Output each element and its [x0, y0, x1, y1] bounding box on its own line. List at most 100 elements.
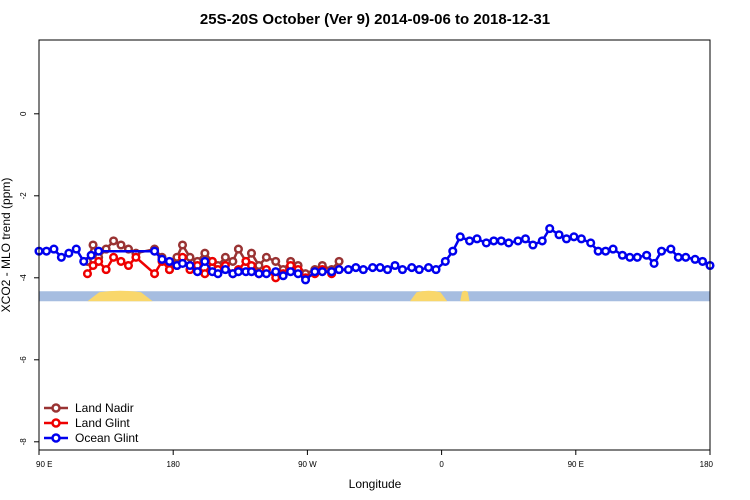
data-point: [79, 256, 89, 266]
data-point: [185, 260, 195, 271]
legend-entry: Ocean Glint: [75, 431, 139, 445]
data-point: [351, 263, 361, 273]
data-point: [472, 234, 482, 244]
data-point: [177, 258, 188, 269]
data-point: [150, 269, 160, 279]
data-point: [343, 265, 353, 275]
data-point: [666, 244, 676, 254]
data-point: [681, 252, 691, 262]
data-point: [246, 248, 257, 258]
data-point: [431, 265, 441, 275]
data-point: [673, 252, 683, 262]
data-point: [200, 248, 210, 258]
data-point: [520, 234, 531, 244]
data-point: [164, 265, 175, 275]
data-point: [88, 240, 98, 250]
data-point: [414, 265, 424, 275]
data-point: [49, 244, 59, 254]
legend-entry: Land Glint: [75, 416, 130, 430]
data-point: [271, 267, 281, 277]
data-point: [656, 246, 667, 256]
data-point: [261, 252, 271, 262]
data-point: [649, 258, 659, 269]
legend-marker: [51, 403, 61, 413]
data-point: [286, 267, 296, 277]
data-point: [94, 256, 104, 266]
data-point: [448, 246, 458, 256]
x-tick-label: 180: [167, 460, 181, 469]
data-point: [82, 269, 93, 279]
data-point: [327, 267, 337, 277]
data-point: [317, 267, 327, 277]
data-point: [358, 265, 368, 275]
data-point: [489, 236, 499, 246]
data-point: [86, 250, 96, 260]
data-point: [690, 254, 700, 264]
data-point: [56, 252, 66, 262]
data-point: [593, 246, 603, 256]
y-tick-label: -2: [19, 192, 28, 200]
data-point: [390, 260, 400, 271]
data-point: [157, 254, 167, 264]
x-tick-label: 90 E: [36, 460, 52, 469]
data-point: [642, 250, 652, 260]
data-point: [455, 232, 465, 242]
data-point: [375, 263, 385, 273]
data-point: [697, 256, 708, 266]
data-point: [228, 256, 238, 266]
data-point: [233, 244, 243, 254]
data-point: [220, 265, 230, 275]
land-band-2: [460, 290, 470, 302]
data-point: [101, 265, 111, 275]
data-point: [177, 240, 188, 250]
data-point: [164, 256, 175, 266]
data-point: [88, 260, 98, 271]
data-point: [334, 265, 344, 275]
data-point: [569, 232, 579, 242]
data-point: [261, 269, 271, 279]
data-point: [465, 236, 475, 246]
data-point: [407, 263, 417, 273]
data-point: [545, 224, 555, 234]
x-tick-label: 90 W: [298, 460, 317, 469]
data-point: [200, 256, 210, 266]
data-point: [528, 240, 538, 250]
data-point: [300, 275, 311, 285]
data-point: [94, 246, 104, 256]
data-point: [496, 236, 506, 246]
x-tick-label: 180: [700, 460, 714, 469]
y-tick-label: -6: [19, 356, 28, 364]
data-point: [213, 269, 223, 279]
land-band-1: [409, 290, 448, 302]
data-point: [561, 234, 572, 244]
data-point: [537, 236, 547, 246]
y-tick-label: -4: [19, 274, 28, 282]
data-point: [554, 230, 564, 240]
data-point: [625, 252, 635, 262]
chart-title: 25S-20S October (Ver 9) 2014-09-06 to 20…: [200, 11, 550, 28]
ocean-band: [39, 291, 710, 302]
x-tick-label: 90 E: [568, 460, 584, 469]
data-point: [254, 269, 264, 279]
data-point: [586, 238, 596, 248]
data-point: [116, 240, 126, 250]
axes: 0 -2 -4 -6 -8 90 E 180 90 W 0 90 E 180: [19, 39, 714, 469]
y-tick-label: -8: [19, 438, 28, 446]
data-point: [310, 267, 320, 277]
data-point: [632, 252, 642, 262]
legend-entry: Land Nadir: [75, 401, 134, 415]
data-point: [397, 265, 408, 275]
data-point: [424, 263, 434, 273]
data-point: [617, 250, 627, 260]
data-point: [207, 256, 217, 266]
data-point: [41, 246, 52, 256]
data-point: [293, 269, 303, 279]
data-point: [271, 256, 281, 266]
data-point: [241, 256, 251, 266]
legend-marker: [51, 433, 61, 443]
x-tick-label: 0: [439, 460, 444, 469]
data-point: [608, 244, 618, 254]
data-point: [334, 256, 344, 266]
